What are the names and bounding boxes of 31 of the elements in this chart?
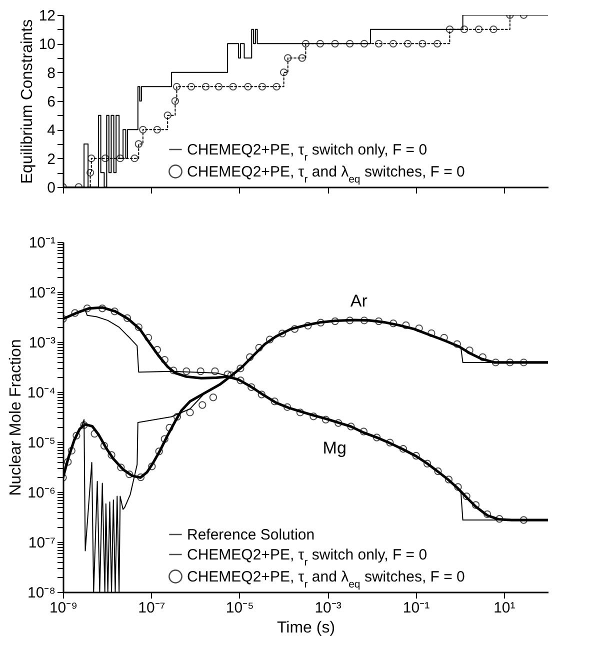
legend-label: CHEMEQ2+PE, τ$_{r}$ switch only, F = 0 — [187, 546, 428, 568]
y-tick-label: 10⁻⁴ — [27, 384, 56, 402]
x-tick-label: 10⁻⁹ — [49, 600, 78, 616]
legend-label: Reference Solution — [187, 526, 315, 544]
y-tick-label: 10⁻⁵ — [28, 434, 56, 452]
x-tick-label: 10⁻³ — [314, 600, 342, 616]
y-axis-title: Nuclear Mole Fraction — [7, 339, 24, 496]
annotation: Ar — [350, 292, 368, 310]
x-axis-title: Time (s) — [276, 620, 336, 636]
y-tick-label: 8 — [47, 64, 56, 82]
x-tick-label: 10⁻⁵ — [226, 600, 254, 616]
y-tick-label: 4 — [47, 122, 56, 140]
y-tick-label: 10⁻⁷ — [28, 534, 56, 552]
x-tick-label: 10⁻⁷ — [138, 600, 166, 616]
x-tick-label: 10¹ — [494, 600, 516, 616]
y-tick-label: 10⁻⁸ — [27, 584, 56, 602]
annotation: Mg — [322, 438, 346, 458]
x-tick-label: 10⁻¹ — [402, 600, 430, 616]
y-tick-label: 12 — [38, 8, 56, 24]
y-axis-title: Equilibrium Constraints — [18, 19, 36, 184]
legend-label: CHEMEQ2+PE, τ$_{r}$ and λ$_{eq}$ switches, F = 0 — [187, 164, 465, 186]
y-tick-label: 10⁻² — [28, 284, 56, 302]
y-tick-label: 10⁻¹ — [28, 234, 56, 252]
y-tick-label: 0 — [47, 180, 56, 196]
legend-label: CHEMEQ2+PE, τ$_{r}$ and λ$_{eq}$ switches, F = 0 — [187, 568, 465, 590]
legend-label: CHEMEQ2+PE, τ$_{r}$ switch only, F = 0 — [187, 142, 428, 164]
y-tick-label: 2 — [47, 150, 56, 168]
y-tick-label: 10⁻³ — [28, 334, 56, 352]
y-tick-label: 10 — [38, 36, 56, 54]
y-tick-label: 6 — [47, 94, 56, 110]
y-tick-label: 10⁻⁶ — [28, 484, 56, 502]
